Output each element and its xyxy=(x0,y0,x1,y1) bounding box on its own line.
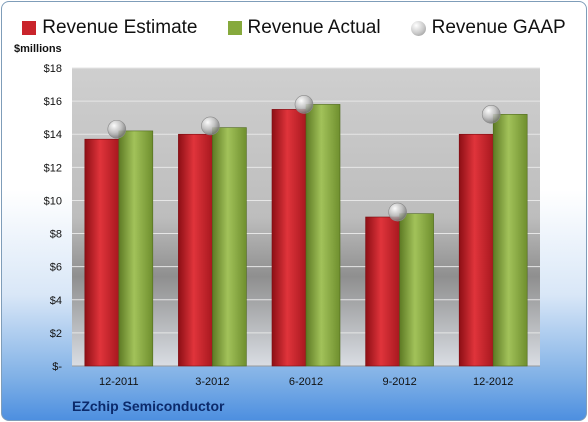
legend-label-actual: Revenue Actual xyxy=(247,17,381,38)
gaap-marker xyxy=(294,95,314,114)
y-tick-label: $12 xyxy=(44,162,62,174)
legend-item-gaap: Revenue GAAP xyxy=(410,17,566,39)
y-tick-label: $6 xyxy=(50,262,62,274)
bar-actual xyxy=(212,127,247,367)
x-tick-label: 6-2012 xyxy=(289,376,323,388)
x-axis-ticks: 12-2011 3-2012 6-2012 9-2012 12-2012 xyxy=(99,376,513,388)
legend: Revenue Estimate Revenue Actual Revenue … xyxy=(0,14,588,42)
y-tick-label: $- xyxy=(52,361,62,373)
bar-estimate xyxy=(458,133,494,367)
y-tick-label: $10 xyxy=(44,195,62,207)
y-tick-label: $18 xyxy=(44,63,62,75)
legend-label-estimate: Revenue Estimate xyxy=(42,17,198,38)
y-tick-label: $4 xyxy=(50,295,62,307)
y-tick-label: $8 xyxy=(50,229,62,241)
x-tick-label: 12-2012 xyxy=(473,376,513,388)
y-axis-ticks: $- $2 $4 $6 $8 $10 $12 $14 $16 $18 xyxy=(44,63,63,373)
bars xyxy=(84,95,528,367)
x-tick-label: 3-2012 xyxy=(195,376,229,388)
x-tick-label: 9-2012 xyxy=(382,376,416,388)
company-name: EZchip Semiconductor xyxy=(72,398,225,414)
bar-actual xyxy=(399,213,434,367)
gaap-marker xyxy=(388,202,407,222)
bar-estimate xyxy=(178,133,213,367)
legend-item-estimate: Revenue Estimate xyxy=(22,17,198,39)
legend-swatch-actual xyxy=(227,21,242,35)
bar-actual xyxy=(305,104,341,367)
y-axis-unit-label: $millions xyxy=(14,43,62,55)
bar-estimate xyxy=(365,216,400,367)
legend-swatch-estimate xyxy=(22,21,37,35)
bar-actual xyxy=(492,114,528,367)
y-tick-label: $16 xyxy=(44,96,62,108)
gaap-marker xyxy=(107,119,127,139)
x-tick-label: 12-2011 xyxy=(99,376,139,388)
gaap-marker xyxy=(201,116,220,136)
y-tick-label: $2 xyxy=(50,328,62,340)
bar-actual xyxy=(118,130,154,367)
bar-estimate xyxy=(84,138,120,367)
gaap-marker xyxy=(481,105,501,124)
legend-swatch-gaap xyxy=(410,20,426,36)
y-tick-label: $14 xyxy=(44,129,62,141)
bar-estimate xyxy=(271,109,307,367)
legend-label-gaap: Revenue GAAP xyxy=(431,17,566,38)
legend-item-actual: Revenue Actual xyxy=(227,17,381,39)
